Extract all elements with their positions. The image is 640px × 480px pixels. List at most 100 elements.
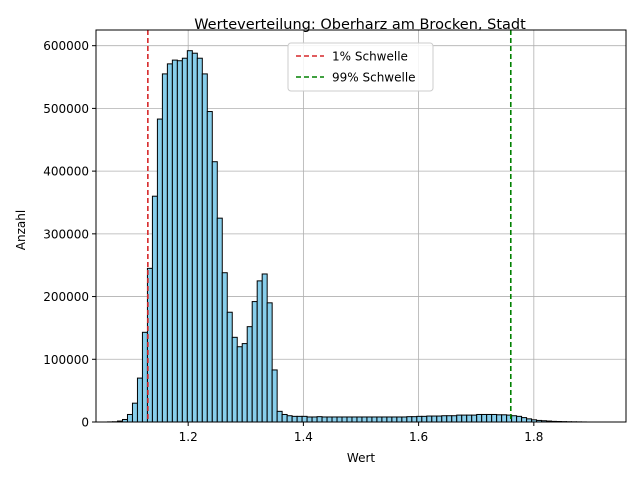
y-tick-label: 0 [81,416,89,430]
histogram-bar [406,416,413,423]
histogram-bar [321,416,328,423]
x-tick-label: 1.6 [409,430,428,444]
histogram-bar [286,415,293,423]
histogram-bar [211,161,218,423]
histogram-bar [461,414,468,423]
histogram-bar [161,73,168,423]
histogram-bar [496,414,503,423]
y-tick-label: 400000 [43,165,89,179]
histogram-bar [236,346,243,423]
y-tick-label: 600000 [43,39,89,53]
legend: 1% Schwelle 99% Schwelle [287,42,434,92]
histogram-bar [131,402,138,423]
histogram-bar [266,302,273,423]
histogram-bar [141,331,148,423]
histogram-bar [491,413,498,423]
legend-label-upper: 99% Schwelle [332,71,416,85]
histogram-bar [376,416,383,423]
histogram-bar [186,50,193,423]
histogram-bar [326,416,333,423]
legend-label-lower: 1% Schwelle [332,50,408,64]
histogram-bar [216,217,223,423]
histogram-bar [221,272,228,423]
histogram-bar [521,417,528,423]
histogram-bar [366,416,373,423]
histogram-bar [401,416,408,423]
histogram-bar [436,415,443,423]
histogram-bar [346,416,353,423]
histogram-bar [166,63,173,423]
histogram-bar [126,413,133,423]
histogram-bar [251,301,258,423]
histogram-bar [271,369,278,423]
y-tick-label: 500000 [43,102,89,116]
histogram-bar [191,52,198,423]
histogram-bar [341,416,348,423]
histogram-bar [371,416,378,423]
histogram-bar [486,413,493,423]
histogram-bars [107,50,587,423]
histogram-bar [456,414,463,423]
histogram-bar [431,415,438,423]
histogram-bar [411,416,418,423]
y-tick-label: 300000 [43,227,89,241]
histogram-bar [311,416,318,423]
histogram-bar [471,414,478,423]
histogram-bar [361,416,368,423]
histogram-bar [396,416,403,423]
histogram-bar [441,415,448,423]
histogram-bar [201,73,208,423]
histogram-bar [476,413,483,423]
histogram-bar [386,416,393,423]
histogram-bar [516,415,523,423]
histogram-bar [356,416,363,423]
histogram-bar [276,410,283,423]
histogram-bar [381,416,388,423]
histogram-bar [196,57,203,423]
x-tick-label: 1.2 [179,430,198,444]
y-axis-label: Anzahl [14,210,28,250]
histogram-bar [206,111,213,423]
histogram-bar [316,416,323,423]
histogram-bar [501,414,508,423]
histogram-bar [296,415,303,423]
y-tick-label: 100000 [43,353,89,367]
histogram-bar [451,415,458,423]
histogram-bar [426,415,433,423]
histogram-bar [241,343,248,423]
chart-title: Werteverteilung: Oberharz am Brocken, St… [194,17,526,33]
threshold-lines [147,30,512,422]
histogram-bar [226,311,233,423]
x-axis-label: Wert [347,451,375,465]
histogram-bar [301,415,308,423]
y-tick-label: 200000 [43,290,89,304]
histogram-bar [181,57,188,423]
histogram-bar [391,416,398,423]
y-axis-ticks: 0 100000 200000 300000 400000 500000 600000 [43,39,96,430]
x-axis-ticks: 1.2 1.4 1.6 1.8 [179,422,543,444]
histogram-bar [331,416,338,423]
histogram-bar [481,413,488,423]
histogram-bar [151,195,158,423]
histogram-bar [171,59,178,423]
histogram-bar [416,415,423,423]
histogram-bar [421,415,428,423]
x-tick-label: 1.4 [294,430,313,444]
histogram-bar [466,414,473,423]
histogram-bar [446,415,453,423]
histogram-bar [136,377,143,423]
histogram-bar [176,60,183,423]
histogram-bar [256,280,263,423]
histogram-bar [156,118,163,423]
histogram-bar [261,273,268,423]
histogram-bar [281,413,288,423]
histogram-bar [291,415,298,423]
histogram-bar [306,416,313,423]
histogram-bar [246,326,253,423]
histogram-bar [351,416,358,423]
plot-frame [95,29,627,423]
histogram-bar [231,336,238,423]
legend-box [287,42,434,92]
x-tick-label: 1.8 [524,430,543,444]
